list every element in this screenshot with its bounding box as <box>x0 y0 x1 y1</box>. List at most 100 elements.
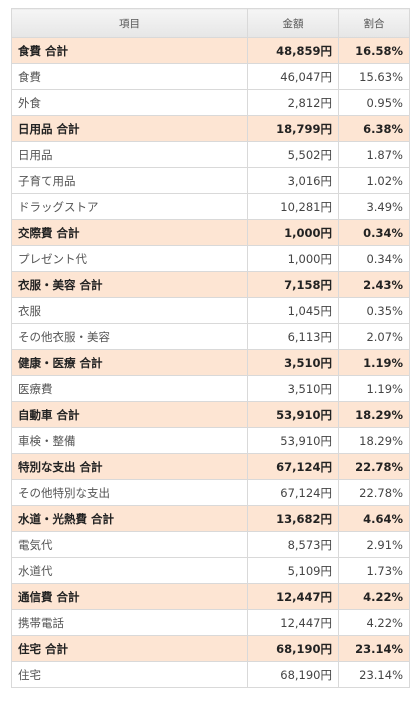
amount-cell: 68,190円 <box>247 635 339 662</box>
ratio-cell: 3.49% <box>338 193 410 220</box>
ratio-cell: 1.87% <box>338 141 410 168</box>
item-name: 医療費 <box>11 375 248 402</box>
table-row: 車検・整備 53,910円 18.29% <box>11 427 410 454</box>
ratio-cell: 4.22% <box>338 609 410 636</box>
amount-cell: 53,910円 <box>247 427 339 454</box>
category-total-label: 住宅 合計 <box>11 635 248 662</box>
ratio-cell: 23.14% <box>338 661 410 688</box>
category-total-label: 健康・医療 合計 <box>11 349 248 376</box>
expense-table-container: 項目 金額 割合 食費 合計 48,859円 16.58% 食費 46,047円 15.6… <box>11 8 410 688</box>
category-total-label: 通信費 合計 <box>11 583 248 610</box>
table-row: その他衣服・美容 6,113円 2.07% <box>11 323 410 350</box>
amount-cell: 8,573円 <box>247 531 339 558</box>
ratio-cell: 2.43% <box>338 271 410 298</box>
category-total-row: 通信費 合計 12,447円 4.22% <box>11 583 410 610</box>
item-name: 車検・整備 <box>11 427 248 454</box>
ratio-cell: 18.29% <box>338 427 410 454</box>
ratio-cell: 1.02% <box>338 167 410 194</box>
category-total-row: 水道・光熱費 合計 13,682円 4.64% <box>11 505 410 532</box>
ratio-cell: 2.91% <box>338 531 410 558</box>
table-row: 日用品 5,502円 1.87% <box>11 141 410 168</box>
amount-cell: 12,447円 <box>247 609 339 636</box>
table-row: 水道代 5,109円 1.73% <box>11 557 410 584</box>
table-header: 項目 金額 割合 <box>11 8 410 38</box>
item-name: プレゼント代 <box>11 245 248 272</box>
amount-cell: 1,000円 <box>247 219 339 246</box>
amount-cell: 18,799円 <box>247 115 339 142</box>
ratio-cell: 0.95% <box>338 89 410 116</box>
table-body: 食費 合計 48,859円 16.58% 食費 46,047円 15.63% 外食 2,812… <box>11 37 410 688</box>
category-total-row: 日用品 合計 18,799円 6.38% <box>11 115 410 142</box>
item-name: 日用品 <box>11 141 248 168</box>
item-name: その他衣服・美容 <box>11 323 248 350</box>
ratio-cell: 1.73% <box>338 557 410 584</box>
table-row: 携帯電話 12,447円 4.22% <box>11 609 410 636</box>
item-name: 外食 <box>11 89 248 116</box>
ratio-cell: 22.78% <box>338 479 410 506</box>
amount-cell: 53,910円 <box>247 401 339 428</box>
amount-cell: 5,109円 <box>247 557 339 584</box>
column-header-ratio[interactable]: 割合 <box>338 8 410 38</box>
category-total-row: 特別な支出 合計 67,124円 22.78% <box>11 453 410 480</box>
table-row: 住宅 68,190円 23.14% <box>11 661 410 688</box>
table-row: 外食 2,812円 0.95% <box>11 89 410 116</box>
amount-cell: 46,047円 <box>247 63 339 90</box>
ratio-cell: 23.14% <box>338 635 410 662</box>
category-total-label: 日用品 合計 <box>11 115 248 142</box>
table-row: ドラッグストア 10,281円 3.49% <box>11 193 410 220</box>
item-name: 水道代 <box>11 557 248 584</box>
column-header-item[interactable]: 項目 <box>11 8 248 38</box>
amount-cell: 2,812円 <box>247 89 339 116</box>
ratio-cell: 2.07% <box>338 323 410 350</box>
item-name: 食費 <box>11 63 248 90</box>
category-total-label: 食費 合計 <box>11 37 248 64</box>
amount-cell: 3,510円 <box>247 349 339 376</box>
category-total-row: 食費 合計 48,859円 16.58% <box>11 37 410 64</box>
table-row: 子育て用品 3,016円 1.02% <box>11 167 410 194</box>
amount-cell: 7,158円 <box>247 271 339 298</box>
category-total-label: 特別な支出 合計 <box>11 453 248 480</box>
ratio-cell: 6.38% <box>338 115 410 142</box>
item-name: 携帯電話 <box>11 609 248 636</box>
amount-cell: 13,682円 <box>247 505 339 532</box>
item-name: 衣服 <box>11 297 248 324</box>
amount-cell: 1,000円 <box>247 245 339 272</box>
ratio-cell: 4.22% <box>338 583 410 610</box>
column-header-amount[interactable]: 金額 <box>247 8 339 38</box>
table-row: 食費 46,047円 15.63% <box>11 63 410 90</box>
amount-cell: 12,447円 <box>247 583 339 610</box>
ratio-cell: 1.19% <box>338 375 410 402</box>
table-row: その他特別な支出 67,124円 22.78% <box>11 479 410 506</box>
ratio-cell: 4.64% <box>338 505 410 532</box>
ratio-cell: 15.63% <box>338 63 410 90</box>
amount-cell: 67,124円 <box>247 479 339 506</box>
category-total-label: 水道・光熱費 合計 <box>11 505 248 532</box>
ratio-cell: 0.35% <box>338 297 410 324</box>
table-row: 衣服 1,045円 0.35% <box>11 297 410 324</box>
amount-cell: 6,113円 <box>247 323 339 350</box>
amount-cell: 68,190円 <box>247 661 339 688</box>
ratio-cell: 16.58% <box>338 37 410 64</box>
category-total-row: 交際費 合計 1,000円 0.34% <box>11 219 410 246</box>
ratio-cell: 1.19% <box>338 349 410 376</box>
amount-cell: 5,502円 <box>247 141 339 168</box>
item-name: 子育て用品 <box>11 167 248 194</box>
item-name: ドラッグストア <box>11 193 248 220</box>
ratio-cell: 0.34% <box>338 219 410 246</box>
table-row: 医療費 3,510円 1.19% <box>11 375 410 402</box>
ratio-cell: 18.29% <box>338 401 410 428</box>
category-total-label: 衣服・美容 合計 <box>11 271 248 298</box>
category-total-label: 交際費 合計 <box>11 219 248 246</box>
table-row: 電気代 8,573円 2.91% <box>11 531 410 558</box>
amount-cell: 10,281円 <box>247 193 339 220</box>
item-name: 住宅 <box>11 661 248 688</box>
category-total-label: 自動車 合計 <box>11 401 248 428</box>
item-name: その他特別な支出 <box>11 479 248 506</box>
table-row: プレゼント代 1,000円 0.34% <box>11 245 410 272</box>
category-total-row: 住宅 合計 68,190円 23.14% <box>11 635 410 662</box>
item-name: 電気代 <box>11 531 248 558</box>
amount-cell: 48,859円 <box>247 37 339 64</box>
amount-cell: 67,124円 <box>247 453 339 480</box>
expense-table: 項目 金額 割合 食費 合計 48,859円 16.58% 食費 46,047円 15.6… <box>11 8 410 688</box>
ratio-cell: 22.78% <box>338 453 410 480</box>
